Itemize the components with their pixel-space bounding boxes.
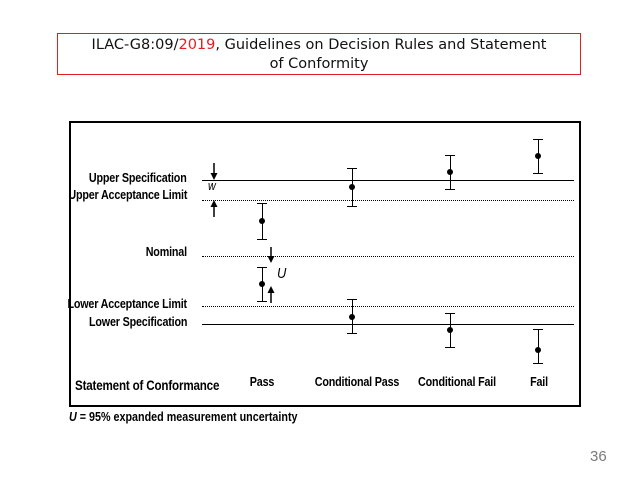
decision-rule-diagram: Upper Specification Upper Acceptance Lim…: [67, 121, 581, 407]
upper-spec-line: [202, 180, 574, 181]
limit-arrows: [210, 163, 275, 303]
conformance-heading: Statement of Conformance: [75, 378, 220, 393]
nominal-label: Nominal: [145, 245, 187, 259]
upper-spec-label: Upper Specification: [89, 171, 187, 185]
lower-acceptance-line: [202, 306, 574, 307]
category-fail: Fail: [530, 375, 548, 389]
w-label: w: [208, 179, 216, 193]
upper-acceptance-label: Upper Acceptance Limit: [68, 188, 187, 202]
title-rest: , Guidelines on Decision Rules and State…: [215, 37, 547, 53]
page-number: 36: [590, 448, 607, 465]
pass-error-bar-lower: [257, 267, 267, 303]
fail-error-bar-upper: [533, 139, 543, 175]
upper-acceptance-line: [202, 200, 574, 201]
lower-spec-line: [202, 324, 574, 325]
conditional-fail-error-bar-lower: [445, 313, 455, 349]
category-conditional-pass: Conditional Pass: [314, 375, 400, 389]
fail-error-bar-lower: [533, 329, 543, 365]
title-line2: of Conformity: [269, 56, 369, 72]
footnote-symbol: U: [69, 410, 77, 424]
u-label: U: [277, 265, 287, 282]
uncertainty-footnote: U = 95% expanded measurement uncertainty: [69, 410, 298, 424]
lower-acceptance-label: Lower Acceptance Limit: [67, 297, 188, 311]
title-prefix: ILAC-G8:09/: [91, 37, 179, 53]
nominal-line: [202, 256, 574, 257]
pass-error-bar-upper: [257, 203, 267, 241]
category-pass: Pass: [249, 375, 275, 389]
slide-title: ILAC-G8:09/2019, Guidelines on Decision …: [57, 33, 581, 75]
lower-spec-label: Lower Specification: [88, 315, 187, 329]
conditional-fail-error-bar-upper: [445, 155, 455, 191]
category-conditional-fail: Conditional Fail: [418, 375, 496, 389]
footnote-text: = 95% expanded measurement uncertainty: [76, 410, 298, 424]
title-year: 2019: [178, 37, 216, 53]
conditional-pass-error-bar-lower: [347, 299, 357, 335]
conditional-pass-error-bar-upper: [347, 168, 357, 208]
